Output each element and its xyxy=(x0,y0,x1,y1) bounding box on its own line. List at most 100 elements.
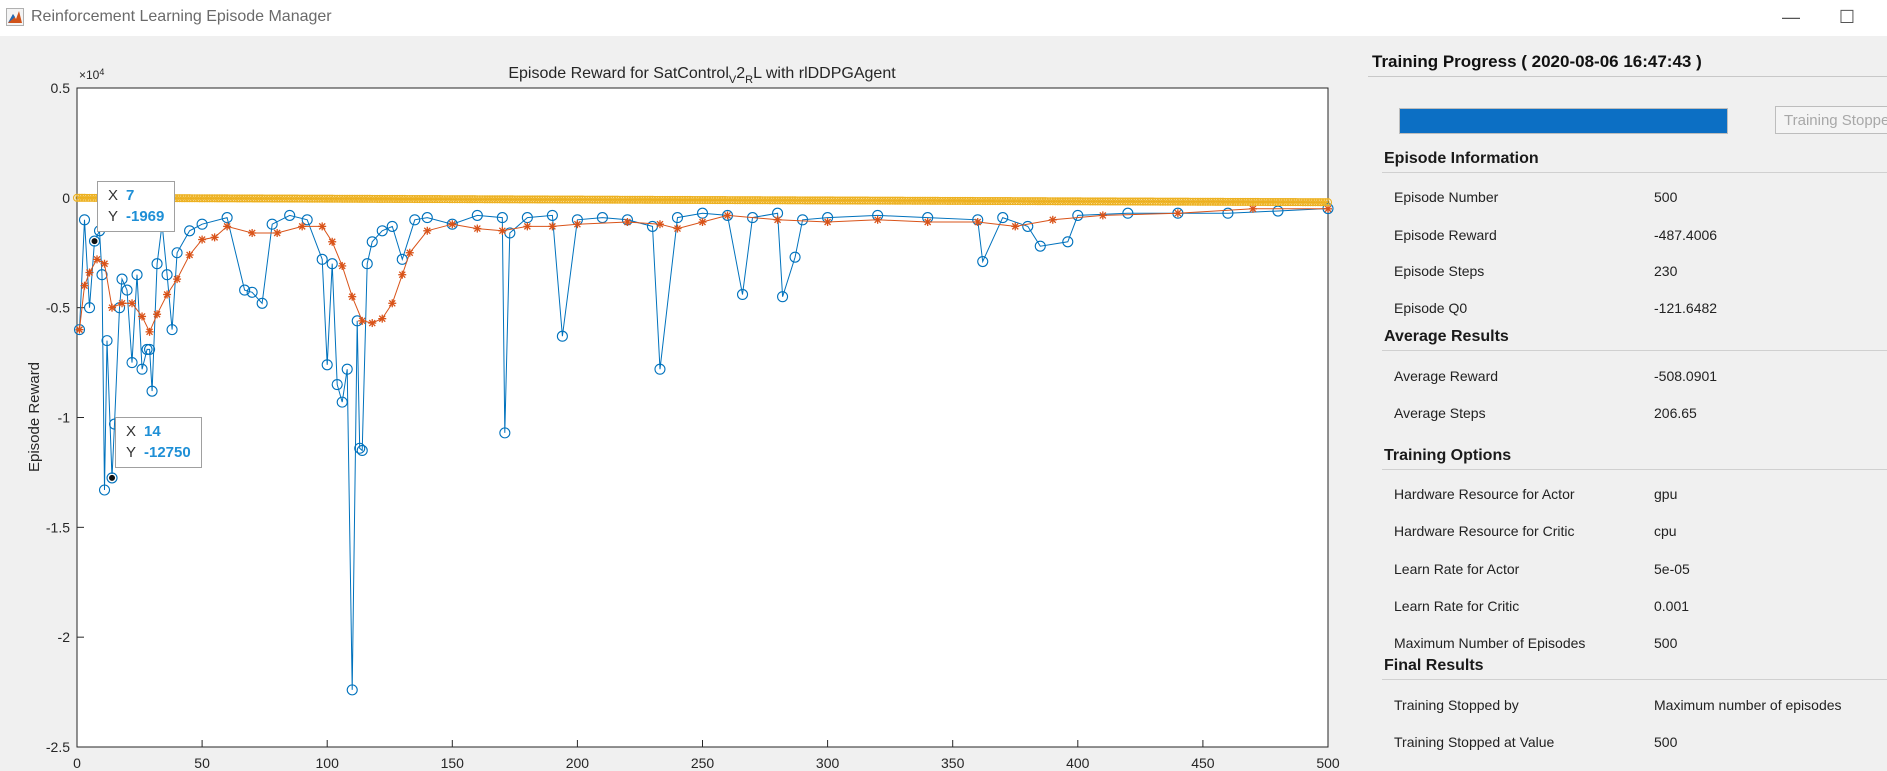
episode-reward-marker xyxy=(789,251,801,263)
episode-reward-marker xyxy=(256,297,268,309)
average-reward-marker xyxy=(773,215,782,224)
episode-reward-marker xyxy=(171,247,183,259)
y-tick-label: -2.5 xyxy=(46,739,70,755)
average-results-heading: Average Results xyxy=(1384,328,1509,345)
episode-reward-marker xyxy=(331,378,343,391)
episode-reward-marker xyxy=(777,291,789,303)
average-reward-marker xyxy=(100,259,109,268)
progress-bar-fill xyxy=(1400,109,1727,133)
average-reward-marker xyxy=(210,233,219,242)
average-reward-marker xyxy=(138,312,147,321)
episode-steps-value: 230 xyxy=(1654,263,1678,279)
episode-reward-value: -487.4006 xyxy=(1654,227,1718,243)
training-progress-panel: Training Progress ( 2020-08-06 16:47:43 … xyxy=(1368,48,1887,771)
episode-reward-marker xyxy=(1122,207,1134,219)
episode-reward-marker xyxy=(671,212,684,224)
training-progress-bar xyxy=(1399,108,1728,134)
average-reward-marker xyxy=(248,228,257,237)
x-tick-label: 450 xyxy=(1191,755,1215,771)
divider xyxy=(1382,469,1887,470)
chart-title: Episode Reward for SatControlV2RL with r… xyxy=(508,65,896,86)
episode-information-section: Episode Number 500 Episode Reward -487.4… xyxy=(1368,173,1887,361)
average-reward-marker xyxy=(273,228,282,237)
divider xyxy=(1382,172,1887,173)
average-reward-marker xyxy=(378,314,387,323)
average-reward-marker xyxy=(548,222,557,231)
episode-reward-plot[interactable]: Episode Reward for SatControlV2RL with r… xyxy=(0,36,1364,771)
critic-hardware-value: cpu xyxy=(1654,523,1677,539)
average-reward-marker xyxy=(128,299,137,308)
average-reward-marker xyxy=(1048,215,1057,224)
average-reward-marker xyxy=(448,220,457,229)
q0-marker xyxy=(1318,198,1328,207)
average-reward-marker xyxy=(698,217,707,226)
episode-reward-marker xyxy=(496,212,508,224)
y-tick-label: -1 xyxy=(58,410,71,426)
average-reward-marker xyxy=(388,299,397,308)
average-steps-value: 206.65 xyxy=(1654,405,1697,421)
episode-reward-marker xyxy=(556,330,568,342)
episode-reward-marker xyxy=(284,209,296,221)
episode-reward-marker xyxy=(161,269,173,281)
average-reward-marker xyxy=(1173,209,1182,218)
episode-reward-marker xyxy=(1222,207,1234,219)
datatip-episode-14[interactable]: X 14 Y -12750 xyxy=(115,417,202,468)
x-tick-label: 200 xyxy=(566,755,590,771)
average-reward-marker xyxy=(398,270,407,279)
episode-reward-marker xyxy=(131,269,143,281)
episode-reward-marker xyxy=(246,286,258,298)
training-options-section[interactable]: Hardware Resource for Actor gpu Hardware… xyxy=(1368,470,1887,690)
episode-reward-marker xyxy=(977,255,989,268)
episode-reward-marker xyxy=(106,472,118,484)
critic-hardware-label: Hardware Resource for Critic xyxy=(1394,523,1575,539)
y-tick-label: 0.5 xyxy=(51,80,71,96)
minimize-button[interactable]: — xyxy=(1782,7,1800,27)
stop-training-button[interactable]: Training Stopped xyxy=(1775,106,1887,134)
episode-reward-marker xyxy=(326,258,338,270)
y-tick-label: -1.5 xyxy=(46,519,70,535)
average-reward-label: Average Reward xyxy=(1394,368,1499,384)
divider xyxy=(1382,350,1887,351)
average-reward-marker xyxy=(93,255,102,264)
average-reward-marker xyxy=(318,222,327,231)
episode-reward-marker xyxy=(997,212,1009,224)
reward-chart[interactable]: Episode Reward for SatControlV2RL with r… xyxy=(0,36,1364,771)
episode-q0-label: Episode Q0 xyxy=(1394,300,1468,316)
average-reward-marker xyxy=(368,319,377,328)
y-tick-label: -0.5 xyxy=(46,300,70,316)
average-reward-marker xyxy=(185,250,194,259)
x-tick-label: 400 xyxy=(1066,755,1090,771)
episode-reward-marker xyxy=(321,359,333,371)
episode-reward-marker xyxy=(316,253,328,265)
maximize-button[interactable]: ☐ xyxy=(1838,7,1856,27)
episode-q0-value: -121.6482 xyxy=(1654,300,1718,316)
average-reward-marker xyxy=(145,327,154,336)
average-reward-marker xyxy=(298,222,307,231)
average-reward-marker xyxy=(923,217,932,226)
episode-reward-marker xyxy=(1072,209,1084,221)
average-reward-marker xyxy=(198,235,207,244)
episode-reward-marker xyxy=(144,343,156,355)
episode-reward-marker xyxy=(341,363,353,375)
episode-reward-marker xyxy=(366,236,378,248)
episode-reward-marker xyxy=(546,209,558,221)
max-episodes-label: Maximum Number of Episodes xyxy=(1394,635,1586,651)
episode-reward-marker xyxy=(88,235,101,247)
average-reward-marker xyxy=(655,220,664,229)
average-reward-marker xyxy=(623,217,632,226)
episode-number-value: 500 xyxy=(1654,189,1678,205)
average-reward-marker xyxy=(523,222,532,231)
x-tick-label: 50 xyxy=(194,755,210,771)
episode-reward-marker xyxy=(1034,240,1046,252)
episode-number-label: Episode Number xyxy=(1394,189,1499,205)
divider xyxy=(1368,76,1887,77)
plot-background xyxy=(76,87,1329,748)
average-reward-marker xyxy=(673,224,682,233)
average-reward-value: -508.0901 xyxy=(1654,368,1718,384)
episode-reward-marker xyxy=(146,385,158,397)
max-episodes-value: 500 xyxy=(1654,635,1678,651)
x-tick-label: 350 xyxy=(941,755,965,771)
episode-reward-marker xyxy=(736,288,749,301)
stopped-by-value: Maximum number of episodes xyxy=(1654,697,1842,713)
